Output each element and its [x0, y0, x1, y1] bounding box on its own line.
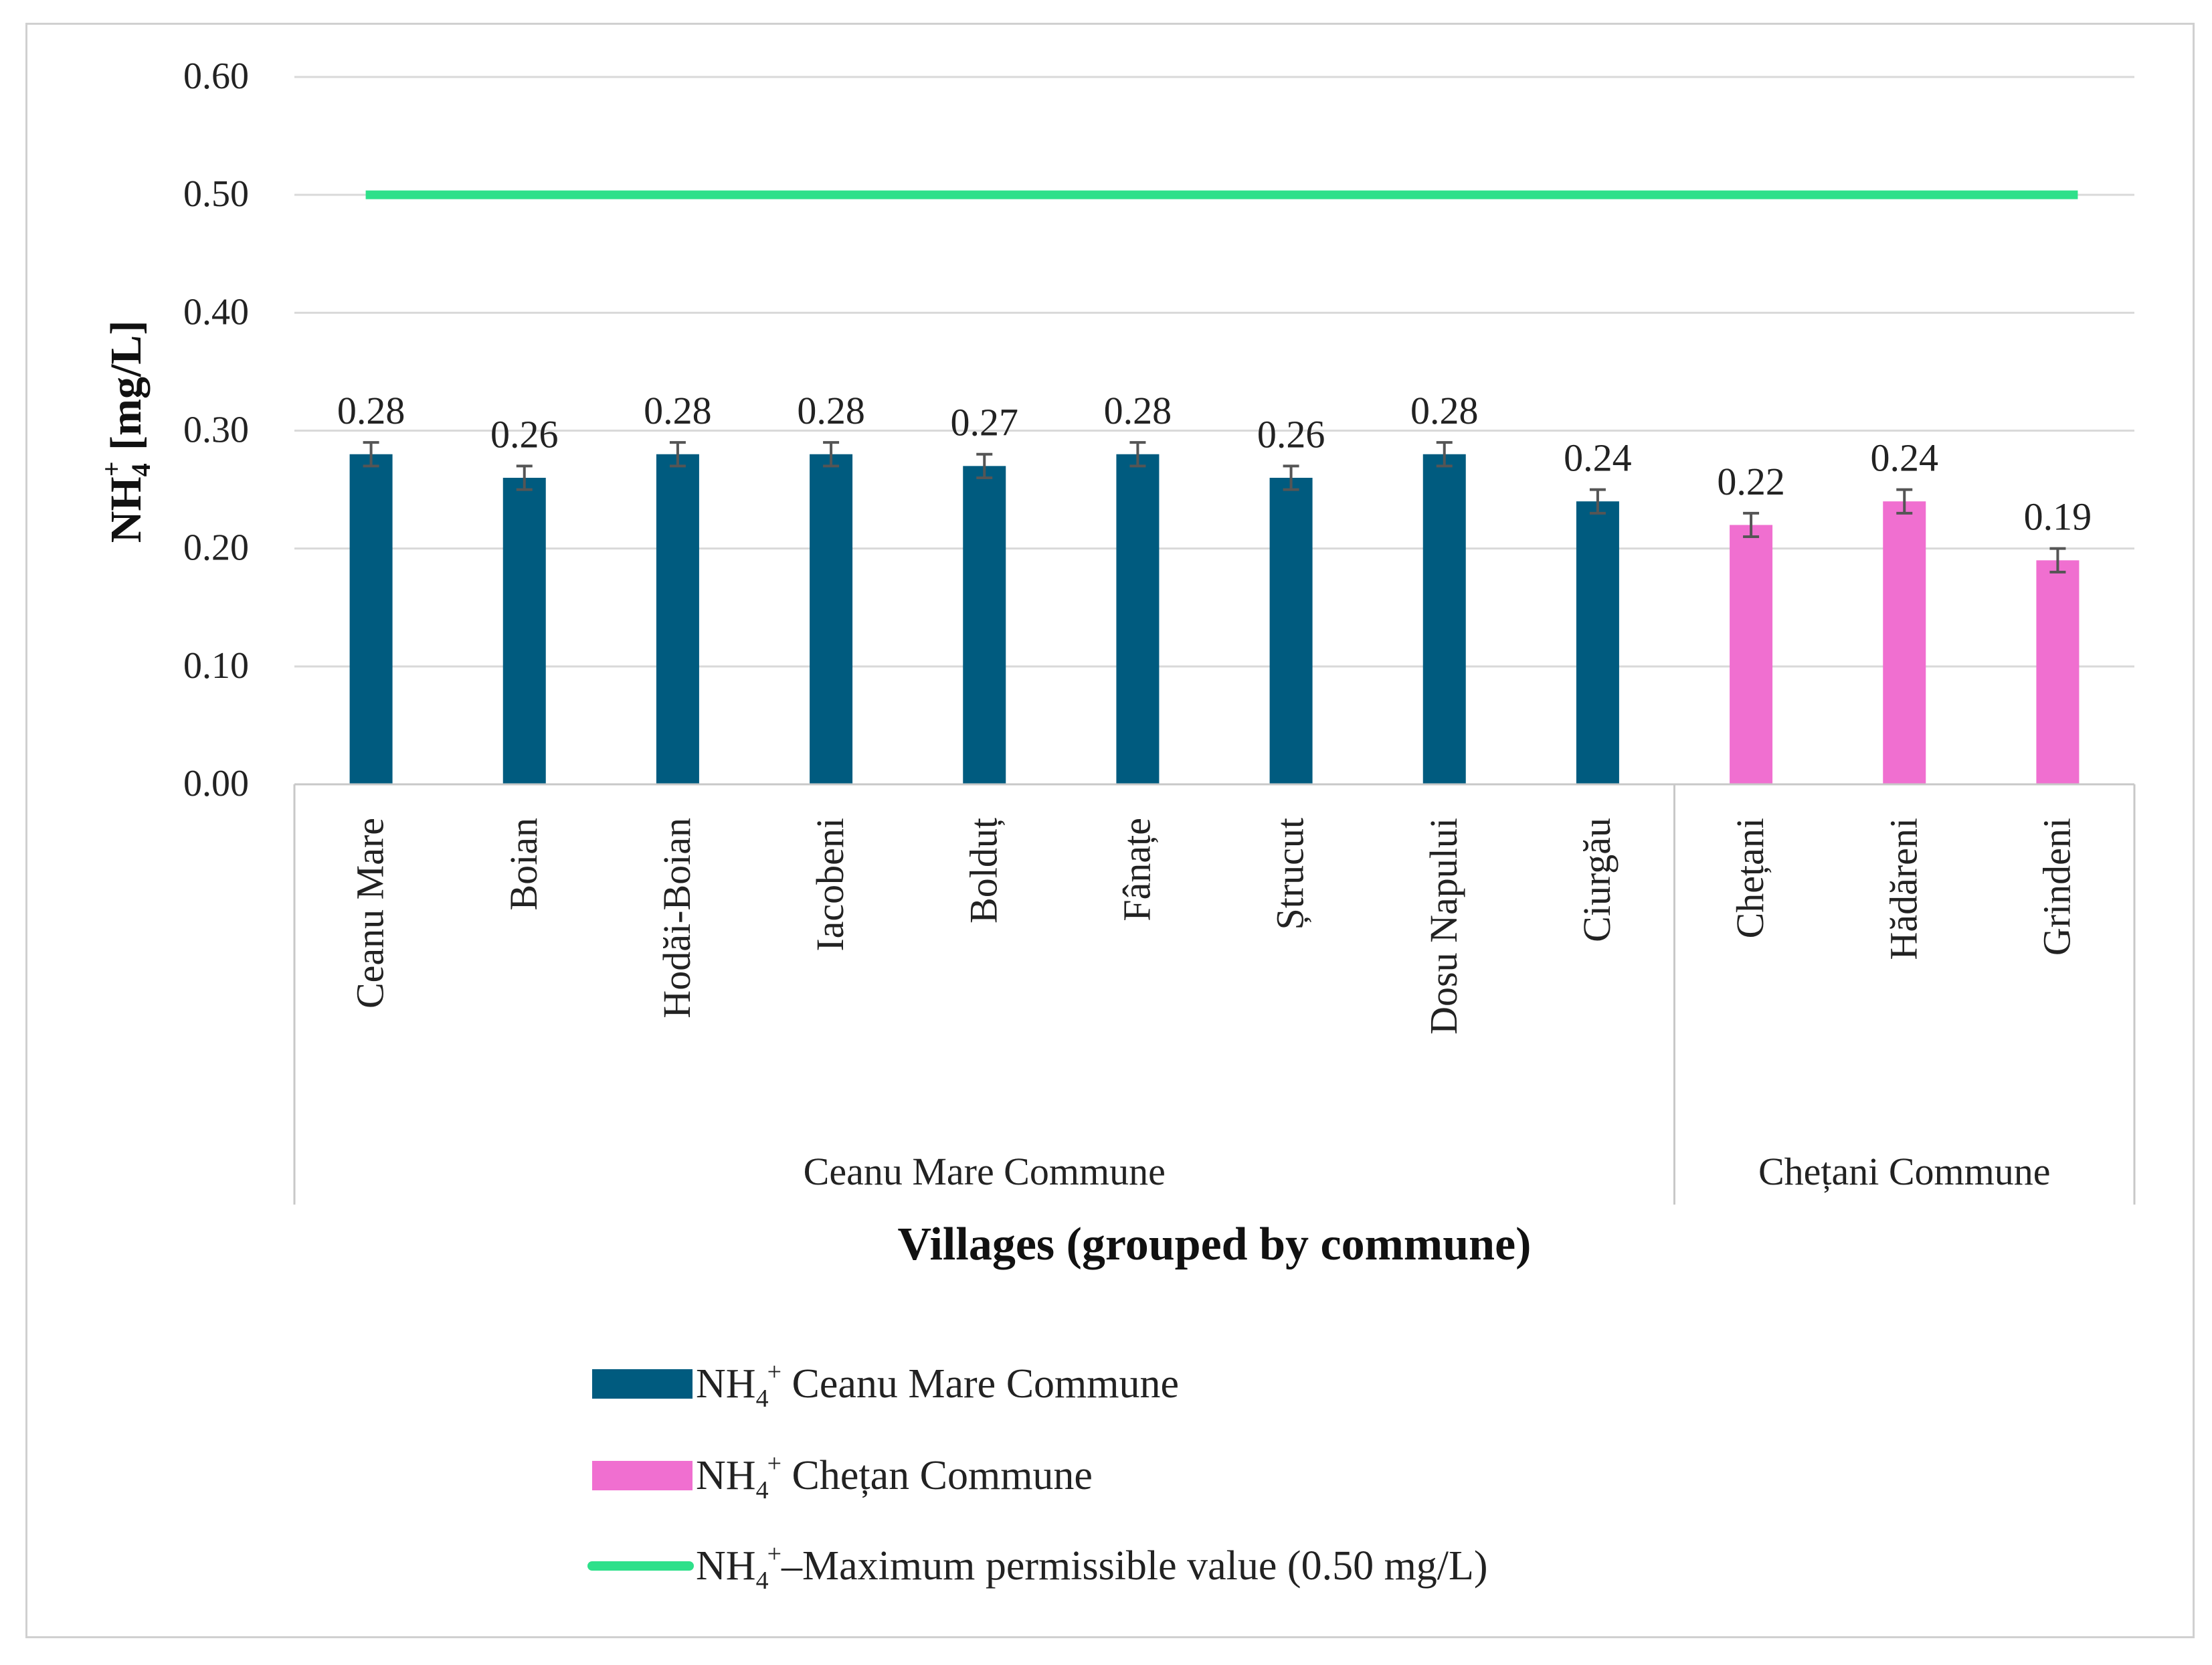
x-tick-label: Fânațe — [1115, 818, 1158, 922]
bar — [1730, 525, 1773, 784]
bar — [1576, 501, 1619, 784]
data-label: 0.28 — [644, 389, 712, 432]
error-bar — [2049, 547, 2066, 574]
error-bar — [1283, 464, 1299, 491]
error-bar — [823, 441, 840, 468]
data-label: 0.22 — [1717, 460, 1785, 503]
error-bar — [669, 441, 686, 468]
data-label: 0.24 — [1564, 436, 1632, 480]
x-axis-title-group: Villages (grouped by commune) — [898, 1219, 1532, 1270]
group-label: Chețani Commune — [1758, 1150, 2051, 1193]
y-tick-label: 0.00 — [183, 763, 249, 804]
x-tick-label: Hădăreni — [1881, 818, 1925, 960]
error-bar — [1436, 441, 1453, 468]
bar — [502, 477, 546, 784]
x-tick-label: Hodăi-Boian — [655, 818, 699, 1019]
error-bar — [1589, 488, 1606, 515]
data-label: 0.28 — [1104, 389, 1172, 432]
x-tick-label: Chețani — [1728, 818, 1772, 938]
legend-label: NH4+ Ceanu Mare Commune — [696, 1358, 1179, 1413]
bars — [349, 454, 2080, 784]
error-bar — [1896, 488, 1913, 515]
group-label: Ceanu Mare Commune — [804, 1150, 1166, 1193]
error-bars — [363, 441, 2066, 574]
y-axis-title: NH4+ [mg/L] — [96, 321, 156, 543]
y-axis-ticks: 0.00 0.10 0.20 0.30 0.40 0.50 0.60 — [183, 56, 249, 804]
data-label: 0.26 — [1257, 412, 1325, 456]
group-labels: Ceanu Mare Commune Chețani Commune — [804, 1150, 2051, 1193]
bar — [1422, 454, 1466, 784]
x-tick-label: Ceanu Mare — [349, 818, 392, 1009]
data-label: 0.24 — [1871, 436, 1939, 480]
error-bar — [976, 452, 993, 479]
grid-lines — [294, 76, 2134, 668]
error-bar — [516, 464, 533, 491]
error-bar — [363, 441, 379, 468]
x-tick-label: Grindeni — [2035, 818, 2078, 956]
bar — [1883, 501, 1926, 784]
bar — [656, 454, 699, 784]
chart-frame — [25, 23, 2195, 1638]
legend-label: NH4+–Maximum permissible value (0.50 mg/… — [696, 1540, 1488, 1595]
bar — [349, 454, 393, 784]
data-label: 0.28 — [337, 389, 405, 432]
x-tick-label: Dosu Napului — [1422, 818, 1465, 1035]
legend: NH4+ Ceanu Mare Commune NH4+ Chețan Commu… — [587, 1358, 1488, 1595]
x-tick-labels: Ceanu Mare Boian Hodăi-Boian Iacobeni Bolduț… — [349, 818, 2079, 1035]
bar — [1269, 477, 1313, 784]
bar — [1116, 454, 1160, 784]
bar — [963, 466, 1006, 784]
data-label: 0.19 — [2024, 495, 2092, 539]
data-label: 0.28 — [1410, 389, 1479, 432]
x-axis-title: Villages (grouped by commune) — [898, 1219, 1532, 1270]
legend-label: NH4+ Chețan Commune — [696, 1450, 1093, 1504]
x-tick-label: Ciurgău — [1575, 818, 1619, 942]
bar — [2036, 560, 2080, 784]
x-tick-label: Ștrucut — [1269, 818, 1312, 930]
x-axis — [293, 783, 2136, 1205]
y-tick-label: 0.20 — [183, 527, 249, 569]
y-tick-label: 0.60 — [183, 56, 249, 97]
y-tick-label: 0.30 — [183, 410, 249, 451]
error-bar — [1743, 511, 1760, 539]
data-label: 0.28 — [797, 389, 865, 432]
legend-item: NH4+ Chețan Commune — [592, 1450, 1093, 1504]
x-tick-label: Boian — [502, 818, 545, 911]
data-label: 0.26 — [490, 412, 559, 456]
x-tick-label: Bolduț — [961, 818, 1005, 924]
y-tick-label: 0.50 — [183, 173, 249, 215]
x-tick-label: Iacobeni — [808, 818, 852, 952]
legend-item: NH4+–Maximum permissible value (0.50 mg/… — [587, 1540, 1488, 1595]
data-label: 0.27 — [951, 401, 1019, 444]
legend-swatch — [592, 1369, 693, 1399]
data-labels: 0.28 0.26 0.28 0.28 0.27 0.28 0.26 0.28 0.24 0.22… — [337, 389, 2092, 539]
y-tick-label: 0.40 — [183, 291, 249, 333]
legend-item: NH4+ Ceanu Mare Commune — [592, 1358, 1179, 1413]
y-tick-label: 0.10 — [183, 645, 249, 687]
error-bar — [1129, 441, 1146, 468]
legend-swatch — [592, 1461, 693, 1490]
y-axis-title-group: NH4+ [mg/L] — [96, 321, 156, 543]
bar — [810, 454, 853, 784]
